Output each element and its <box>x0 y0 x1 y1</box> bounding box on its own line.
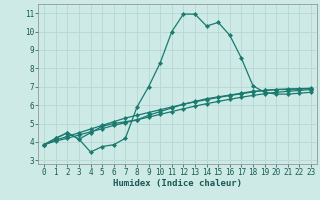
X-axis label: Humidex (Indice chaleur): Humidex (Indice chaleur) <box>113 179 242 188</box>
